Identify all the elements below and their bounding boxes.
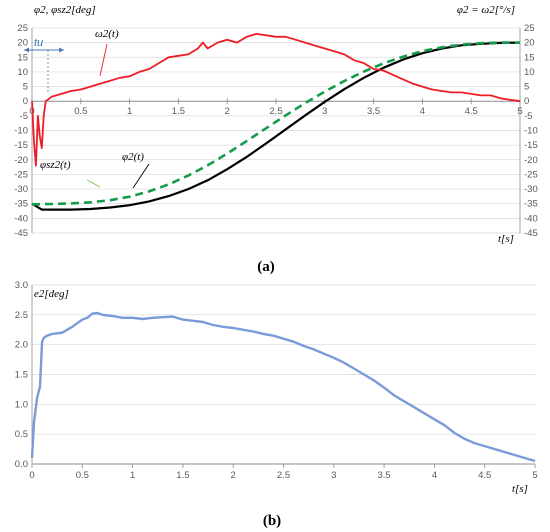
y-tick-label-right: -25 [524, 169, 538, 180]
phi2-label: φ2(t) [122, 151, 144, 163]
y-tick-label-left: -35 [14, 199, 28, 210]
x-tick-label: 1.5 [176, 470, 189, 481]
y-tick-label-left: -10 [14, 126, 28, 137]
y-tick-label-right: 0 [524, 96, 529, 107]
caption-b: (b) [263, 513, 281, 529]
chart-a-xlabel: t[s] [498, 233, 514, 245]
chart-b-grid [31, 284, 535, 465]
x-tick-label: 1 [130, 470, 135, 481]
chart-b-y-ticks: 3.0 2.5 2.0 1.5 1.0 0.5 0.0 [15, 280, 28, 470]
y-tick-label: 2.5 [15, 310, 28, 321]
x-tick-label: 1.5 [172, 106, 185, 117]
chart-a-y-ticks-right: 25 20 15 10 5 0 -5 -10 -15 -20 -25 -30 -35 -40 -45 [524, 23, 538, 239]
y-tick-label-right: -40 [524, 213, 538, 224]
x-tick-label: 1 [127, 106, 132, 117]
y-tick-label: 0.0 [15, 459, 28, 470]
y-tick-label-right: 20 [524, 38, 535, 49]
y-tick-label: 0.5 [15, 429, 28, 440]
phisz2-label: φsz2(t) [40, 159, 71, 171]
phisz2-line [31, 41, 520, 206]
omega2-label: ω2(t) [95, 28, 119, 40]
y-tick-label-left: 5 [23, 82, 28, 93]
chart-b: 0 0.5 1 1.5 2 2.5 3 3.5 4 4.5 5 3.0 2.5 2.0 1.5 1.0 0.5… [15, 280, 538, 529]
x-tick-label: 4 [420, 106, 425, 117]
phi2-line [31, 41, 521, 211]
tu-label: tu [34, 37, 43, 49]
chart-b-xlabel: t[s] [512, 483, 528, 495]
x-tick-label: 2.5 [277, 470, 290, 481]
chart-b-series [30, 311, 536, 463]
x-tick-label: 3.5 [377, 470, 390, 481]
x-tick-label: 3.5 [367, 106, 380, 117]
chart-a-ylabel-right: φ2 = ω2[°/s] [457, 4, 515, 16]
y-tick-label: 1.5 [15, 370, 28, 381]
y-tick-label: 1.0 [15, 399, 28, 410]
y-tick-label-right: -30 [524, 184, 538, 195]
y-tick-label-left: 20 [17, 38, 28, 49]
y-tick-label-left: 25 [17, 23, 28, 34]
chart-a-y-ticks-left: 25 20 15 10 5 0 -5 -10 -15 -20 -25 -30 -35 -40 -45 [14, 23, 28, 239]
chart-b-ylabel: e2[deg] [34, 288, 69, 300]
x-tick-label: 4.5 [478, 470, 491, 481]
y-tick-label-right: -10 [524, 126, 538, 137]
y-tick-label-left: -5 [20, 111, 28, 122]
y-tick-label-right: -35 [524, 199, 538, 210]
x-tick-label: 0.5 [74, 106, 87, 117]
chart-a-series [31, 33, 521, 211]
x-tick-label: 0.5 [76, 470, 89, 481]
y-tick-label-left: -45 [14, 228, 28, 239]
y-tick-label-right: -20 [524, 155, 538, 166]
y-tick-label-right: 15 [524, 52, 535, 63]
x-tick-label: 2.5 [269, 106, 282, 117]
y-tick-label: 3.0 [15, 280, 28, 291]
y-tick-label-right: -5 [524, 111, 532, 122]
x-tick-label: 5 [532, 470, 537, 481]
x-tick-label: 2 [225, 106, 230, 117]
x-tick-label: 5 [517, 106, 522, 117]
y-tick-label-left: -40 [14, 213, 28, 224]
y-tick-label-right: 5 [524, 82, 529, 93]
e2-line [30, 311, 536, 463]
chart-a-ylabel-left: φ2, φsz2[deg] [34, 4, 96, 16]
y-tick-label-left: -20 [14, 155, 28, 166]
y-tick-label-left: -25 [14, 169, 28, 180]
y-tick-label-right: 25 [524, 23, 535, 34]
chart-a: 0 0.5 1 1.5 2 2.5 3 3.5 4 4.5 5 2520151050-5-10-15… [14, 4, 537, 275]
series-labels-a: ω2(t) φ2(t) φsz2(t) [40, 28, 150, 189]
x-tick-label: 3 [322, 106, 327, 117]
y-tick-label-left: -30 [14, 184, 28, 195]
y-tick-label-left: 0 [23, 96, 28, 107]
x-tick-label: 0 [29, 470, 34, 481]
y-tick-label-left: 10 [17, 67, 28, 78]
y-tick-label-right: -15 [524, 140, 538, 151]
x-tick-label: 2 [231, 470, 236, 481]
x-tick-label: 3 [331, 470, 336, 481]
y-tick-label-right: 10 [524, 67, 535, 78]
y-tick-label-right: -45 [524, 228, 538, 239]
x-tick-label: 4.5 [465, 106, 478, 117]
caption-a: (a) [257, 259, 275, 275]
chart-a-grid [31, 27, 521, 234]
chart-b-x-ticks: 0 0.5 1 1.5 2 2.5 3 3.5 4 4.5 5 [29, 464, 538, 481]
y-tick-label: 2.0 [15, 340, 28, 351]
tu-annotation: tu [24, 37, 64, 92]
x-tick-label: 4 [432, 470, 437, 481]
omega2-line [31, 33, 521, 167]
y-tick-label-left: 15 [17, 52, 28, 63]
y-tick-label-left: -15 [14, 140, 28, 151]
